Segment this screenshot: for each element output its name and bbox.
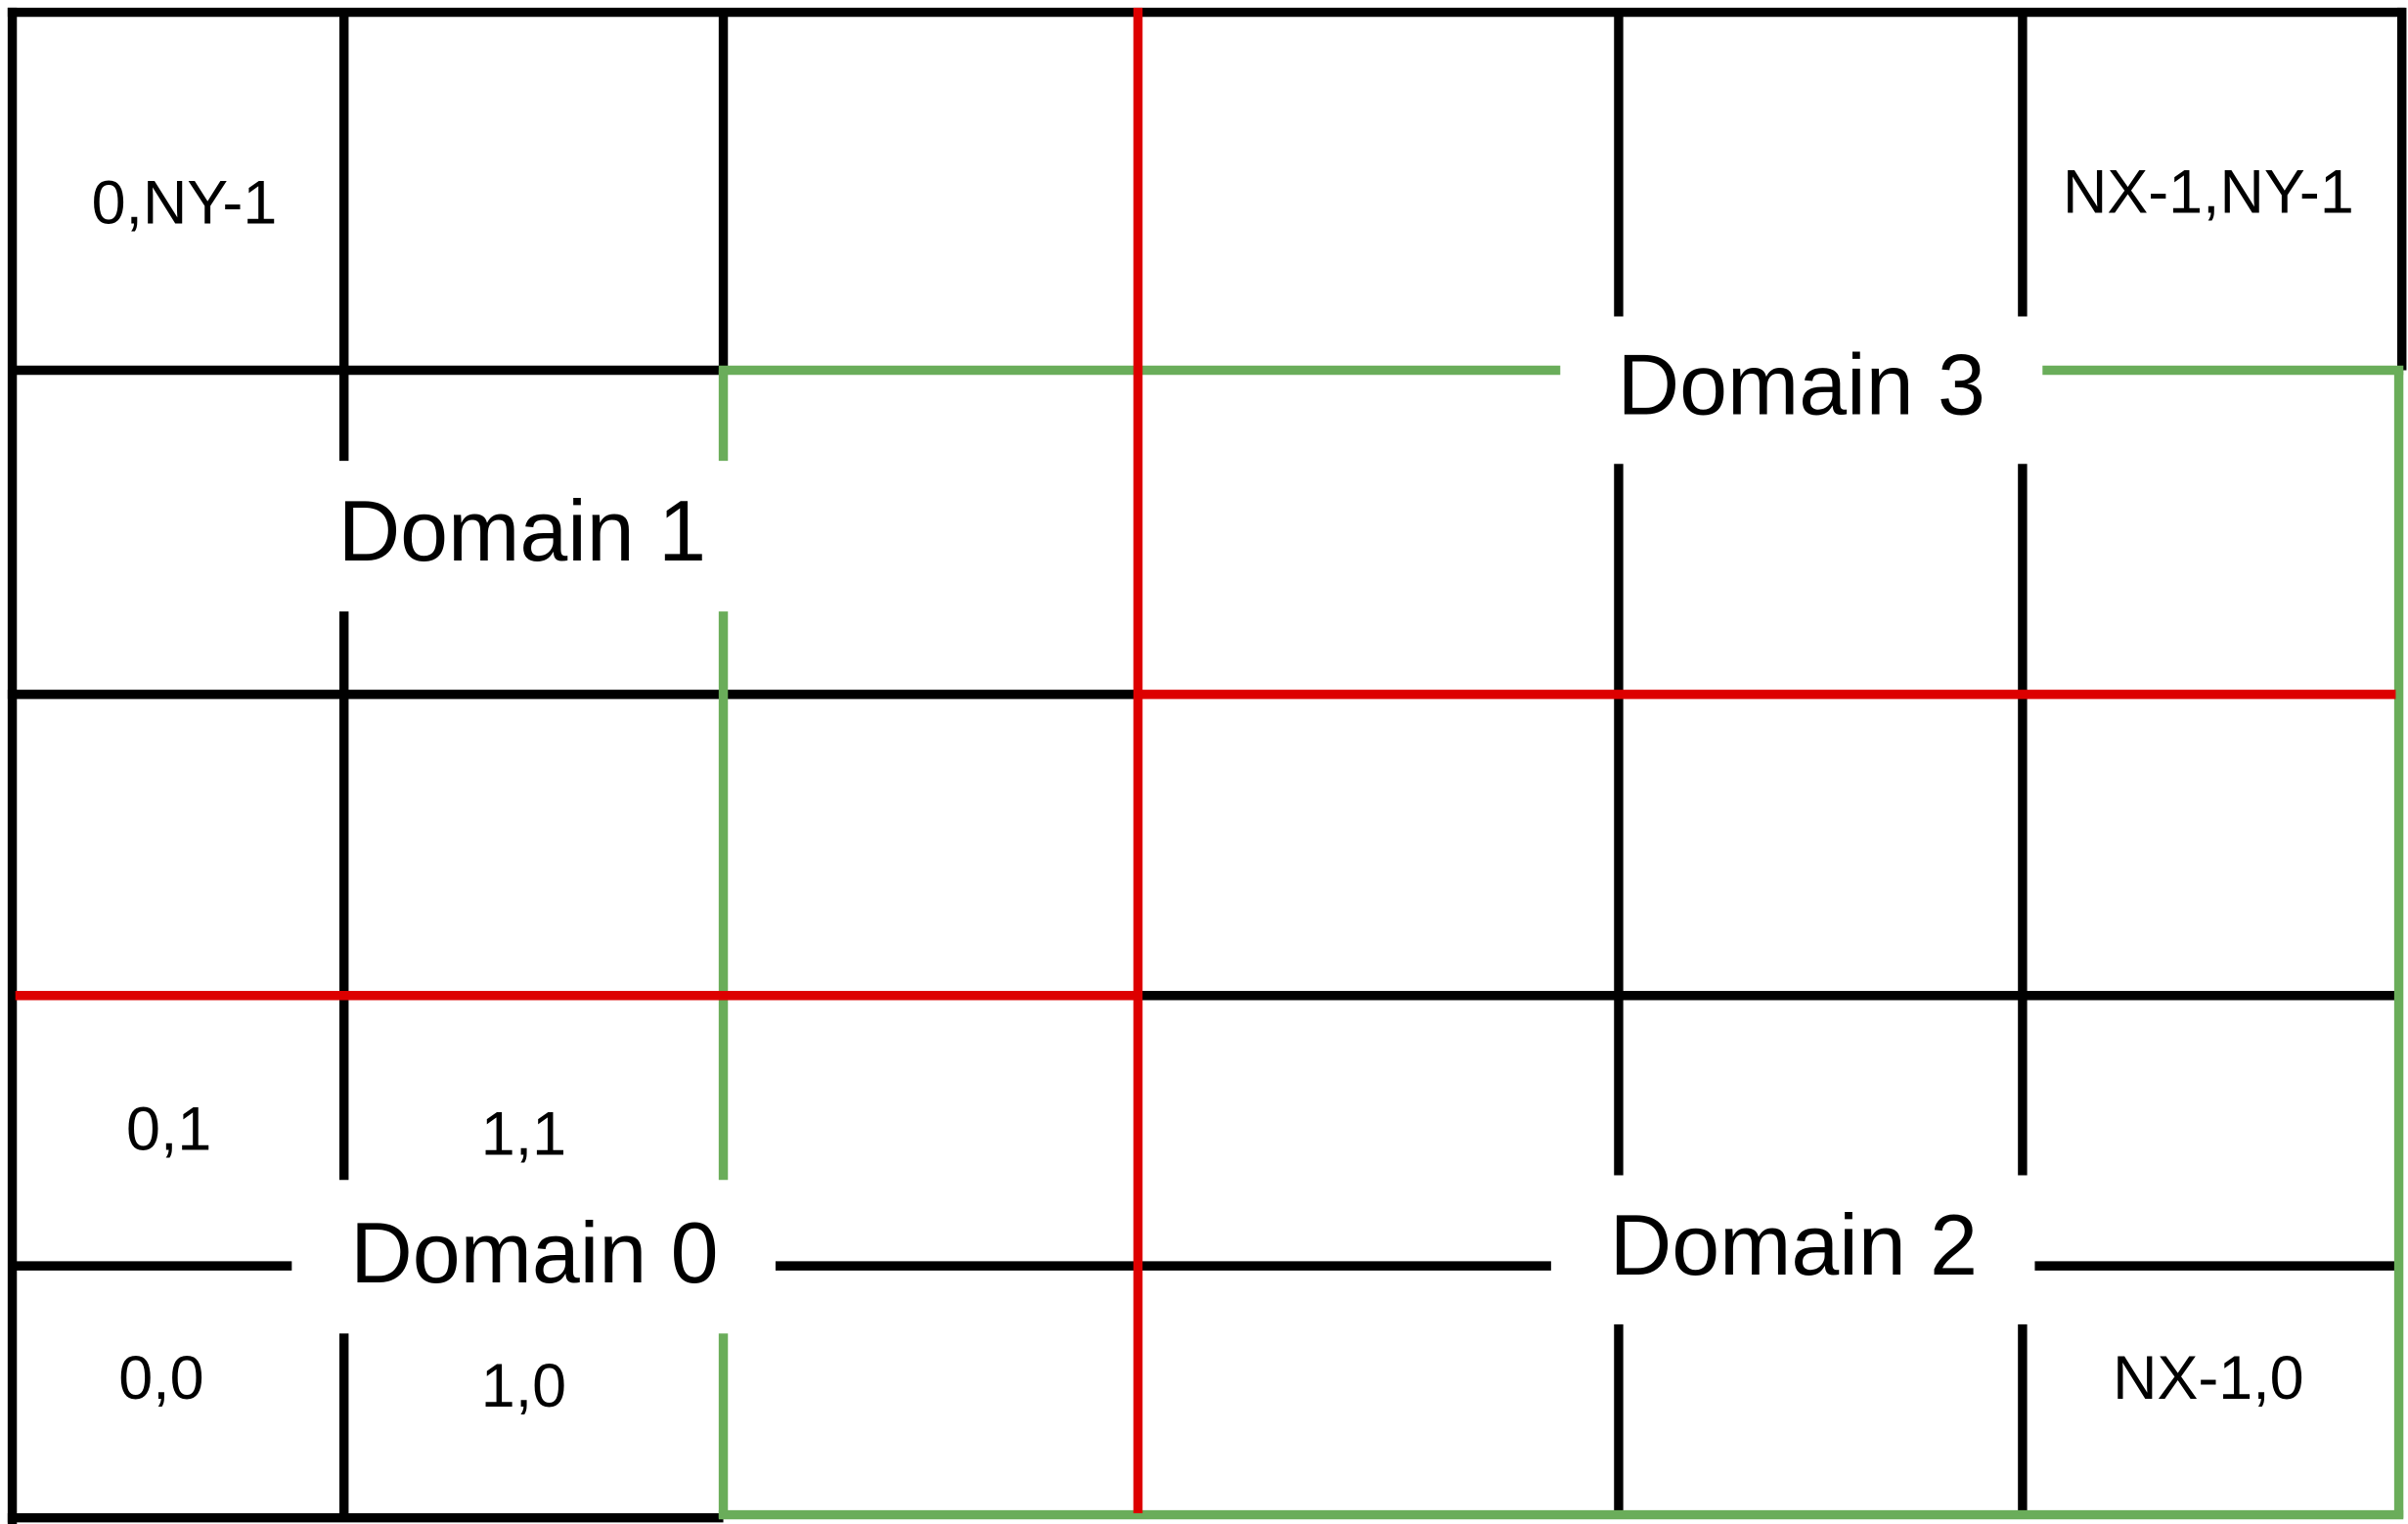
domain-2-label: Domain 2 [1610, 1196, 1978, 1293]
cell-label-1-1: 1,1 [481, 1099, 566, 1168]
domain-3-boundary [718, 365, 2404, 1520]
cell-label-0-0: 0,0 [118, 1344, 203, 1412]
cell-label-top-left: 0,NY-1 [92, 169, 278, 238]
domain-1-label: Domain 1 [338, 482, 706, 579]
partition-lines [15, 7, 2396, 1514]
cell-label-top-right: NX-1,NY-1 [2063, 158, 2354, 227]
grid-lines [7, 7, 2407, 1524]
cell-label-0-1: 0,1 [126, 1096, 211, 1164]
domain-3-label: Domain 3 [1618, 336, 1985, 433]
cell-label-bottom-right: NX-1,0 [2113, 1344, 2303, 1412]
domain-0-label: Domain 0 [350, 1204, 718, 1301]
cell-label-1-0: 1,0 [481, 1352, 566, 1420]
